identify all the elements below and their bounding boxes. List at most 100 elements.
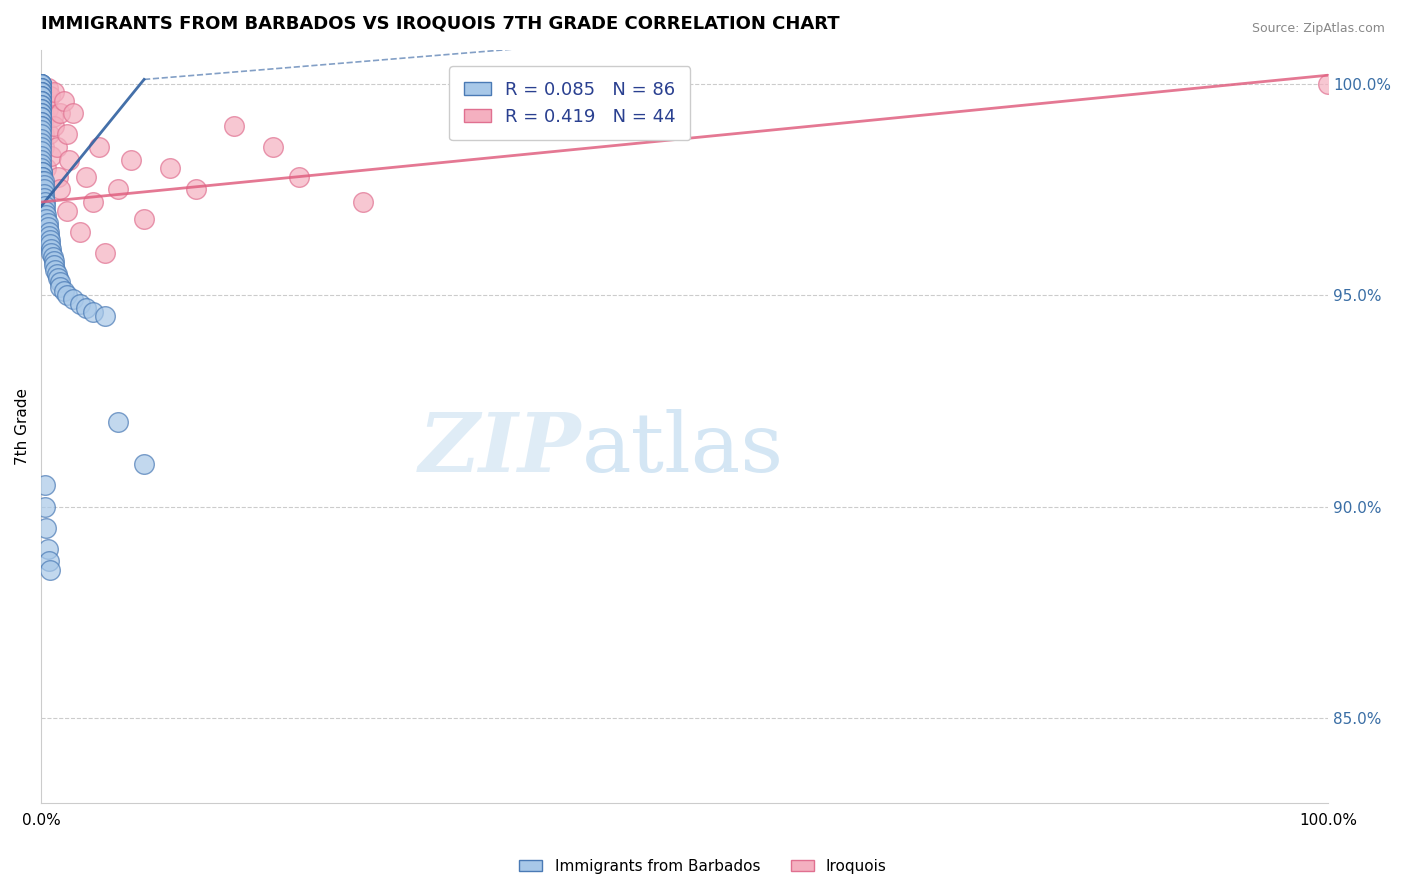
Point bbox=[30, 81, 52, 95]
Point bbox=[31, 169, 53, 184]
Point bbox=[30, 94, 52, 108]
Point bbox=[30, 114, 52, 128]
Point bbox=[46, 271, 69, 285]
Point bbox=[107, 415, 129, 429]
Point bbox=[30, 111, 52, 125]
Point bbox=[35, 208, 58, 222]
Point bbox=[30, 157, 52, 171]
Point bbox=[30, 89, 52, 103]
Point bbox=[49, 279, 72, 293]
Text: Source: ZipAtlas.com: Source: ZipAtlas.com bbox=[1251, 22, 1385, 36]
Point bbox=[30, 77, 52, 91]
Point bbox=[30, 77, 52, 91]
Point bbox=[42, 119, 65, 133]
Point bbox=[44, 262, 66, 277]
Point bbox=[30, 123, 52, 137]
Point bbox=[53, 284, 76, 298]
Text: IMMIGRANTS FROM BARBADOS VS IROQUOIS 7TH GRADE CORRELATION CHART: IMMIGRANTS FROM BARBADOS VS IROQUOIS 7TH… bbox=[41, 15, 839, 33]
Point bbox=[30, 102, 52, 116]
Point bbox=[30, 102, 52, 116]
Point bbox=[30, 119, 52, 133]
Point bbox=[75, 301, 97, 315]
Point bbox=[37, 220, 59, 235]
Point bbox=[30, 140, 52, 154]
Point bbox=[30, 85, 52, 99]
Point bbox=[82, 195, 104, 210]
Point bbox=[42, 85, 65, 99]
Point bbox=[94, 245, 117, 260]
Point bbox=[56, 203, 79, 218]
Point bbox=[34, 478, 56, 492]
Point bbox=[49, 106, 72, 120]
Point bbox=[39, 563, 62, 577]
Point bbox=[32, 191, 55, 205]
Point bbox=[30, 85, 52, 99]
Point bbox=[38, 228, 60, 243]
Point bbox=[31, 97, 53, 112]
Point bbox=[42, 259, 65, 273]
Y-axis label: 7th Grade: 7th Grade bbox=[15, 388, 30, 465]
Point bbox=[39, 237, 62, 252]
Point bbox=[38, 554, 60, 568]
Point bbox=[39, 89, 62, 103]
Point bbox=[30, 89, 52, 103]
Point bbox=[69, 225, 91, 239]
Point bbox=[82, 305, 104, 319]
Point bbox=[30, 81, 52, 95]
Point bbox=[46, 169, 69, 184]
Point bbox=[34, 111, 56, 125]
Text: atlas: atlas bbox=[582, 409, 783, 489]
Point bbox=[39, 233, 62, 247]
Point bbox=[37, 541, 59, 556]
Point bbox=[35, 521, 58, 535]
Legend: Immigrants from Barbados, Iroquois: Immigrants from Barbados, Iroquois bbox=[513, 853, 893, 880]
Point bbox=[31, 85, 53, 99]
Point bbox=[41, 111, 63, 125]
Point bbox=[38, 225, 60, 239]
Text: ZIP: ZIP bbox=[419, 409, 582, 489]
Point bbox=[45, 267, 67, 281]
Point bbox=[35, 211, 58, 226]
Point bbox=[30, 131, 52, 145]
Point bbox=[30, 161, 52, 176]
Point bbox=[75, 169, 97, 184]
Point bbox=[287, 169, 309, 184]
Point bbox=[58, 153, 80, 167]
Point bbox=[34, 199, 56, 213]
Point bbox=[30, 119, 52, 133]
Point bbox=[262, 140, 284, 154]
Point bbox=[30, 148, 52, 162]
Point bbox=[69, 296, 91, 310]
Point bbox=[32, 140, 55, 154]
Point bbox=[37, 81, 59, 95]
Point bbox=[30, 114, 52, 128]
Point bbox=[37, 102, 59, 116]
Point bbox=[34, 500, 56, 514]
Point bbox=[30, 111, 52, 125]
Point bbox=[30, 182, 52, 196]
Point bbox=[30, 153, 52, 167]
Point bbox=[31, 165, 53, 179]
Point bbox=[107, 182, 129, 196]
Point bbox=[56, 288, 79, 302]
Point bbox=[41, 242, 63, 256]
Point bbox=[30, 94, 52, 108]
Point bbox=[31, 169, 53, 184]
Point bbox=[30, 106, 52, 120]
Point bbox=[352, 195, 374, 210]
Point bbox=[32, 128, 55, 142]
Point bbox=[30, 77, 52, 91]
Point bbox=[224, 119, 246, 133]
Point bbox=[30, 94, 52, 108]
Point bbox=[53, 94, 76, 108]
Point bbox=[45, 140, 67, 154]
Point bbox=[184, 182, 207, 196]
Point bbox=[32, 186, 55, 201]
Point bbox=[35, 161, 58, 176]
Point bbox=[30, 77, 52, 91]
Point bbox=[56, 128, 79, 142]
Point bbox=[31, 165, 53, 179]
Point bbox=[132, 457, 155, 471]
Point bbox=[34, 195, 56, 210]
Point bbox=[87, 140, 110, 154]
